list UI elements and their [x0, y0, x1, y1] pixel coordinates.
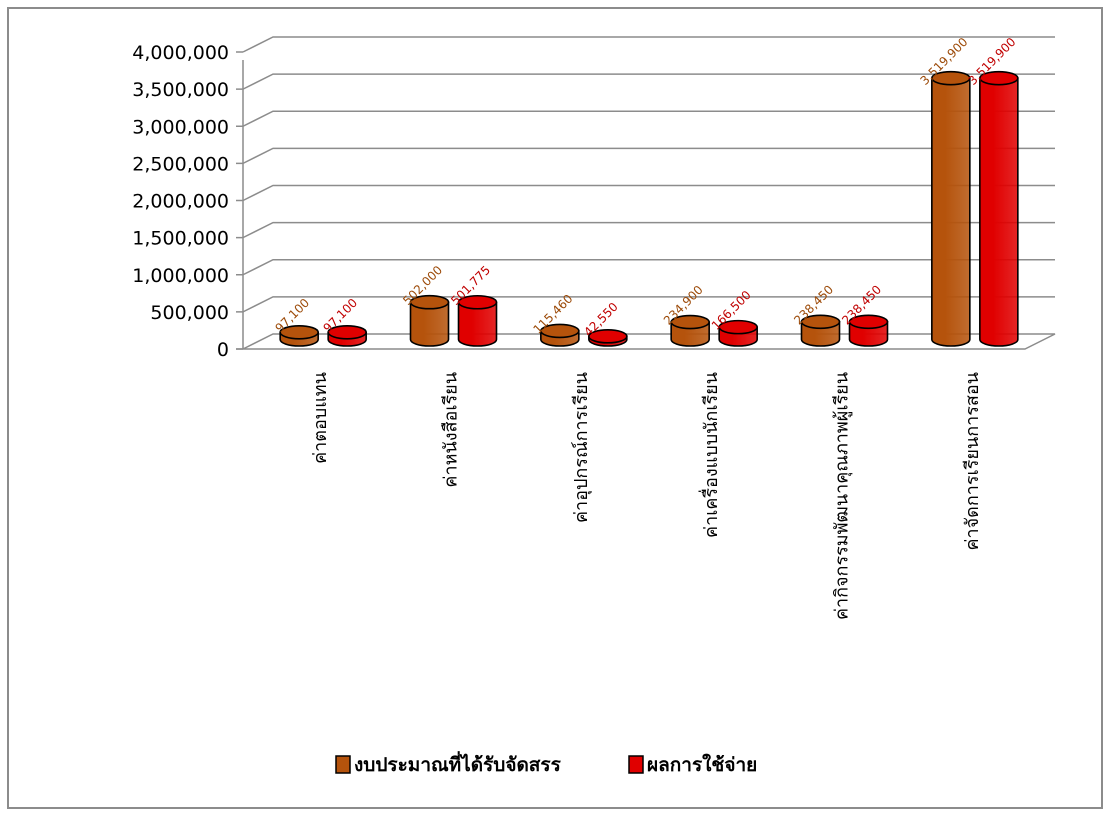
gridline [242, 147, 1055, 165]
bar [979, 70, 1019, 347]
gridline [242, 259, 1055, 276]
bar [588, 329, 628, 347]
chart-frame [7, 7, 1103, 809]
y-tick-label: 500,000 [150, 302, 229, 324]
legend: งบประมาณที่ได้รับจัดสรร ผลการใช้จ่าย [335, 751, 757, 776]
gridline [242, 184, 1055, 202]
bar [848, 314, 889, 347]
bar-top [279, 324, 319, 340]
gridline [242, 73, 1055, 90]
x-axis-categories: ค่าตอบแทน ค่าหนังสือเรียน ค่าอุปกรณ์การเรี… [310, 372, 983, 620]
legend-swatch [335, 755, 351, 774]
bar-top [540, 323, 580, 339]
y-tick-label: 1,500,000 [132, 228, 229, 250]
bar [457, 294, 498, 347]
bar [540, 323, 580, 347]
legend-item: ผลการใช้จ่าย [628, 753, 757, 776]
bar [327, 324, 367, 347]
bar-top [979, 70, 1019, 86]
bar-top [800, 314, 841, 330]
y-tick-label: 0 [217, 339, 229, 361]
bars [279, 70, 1019, 347]
legend-swatch [628, 755, 644, 774]
x-category-label: ค่าเครื่องแบบนักเรียน [698, 372, 722, 538]
gridline [242, 36, 1055, 53]
bar-top [457, 294, 498, 310]
x-category-label: ค่าจัดการเรียนการสอน [962, 372, 983, 551]
legend-item: งบประมาณที่ได้รับจัดสรร [335, 751, 562, 776]
bar-body [931, 77, 971, 347]
floor [242, 333, 1056, 350]
bar-top [848, 314, 889, 330]
x-category-label: ค่าอุปกรณ์การเรียน [571, 372, 592, 523]
bar-top [931, 70, 971, 86]
bar-body [409, 301, 450, 347]
y-axis-ticks: 0 500,000 1,000,000 1,500,000 2,000,000 2,500… [132, 42, 229, 361]
y-tick-label: 2,500,000 [132, 153, 229, 175]
y-tick-label: 3,000,000 [132, 116, 229, 138]
bar-top [588, 329, 628, 344]
y-tick-label: 1,000,000 [132, 265, 229, 287]
bar-top [670, 314, 710, 330]
x-category-label: ค่าหนังสือเรียน [441, 372, 462, 488]
x-category-label: ค่ากิจกรรมพัฒนาคุณภาพผู้เรียน [832, 372, 853, 620]
legend-label: ผลการใช้จ่าย [647, 753, 757, 776]
gridline [242, 110, 1055, 127]
bar-top [409, 294, 450, 310]
y-tick-label: 3,500,000 [132, 79, 229, 101]
y-tick-label: 4,000,000 [132, 42, 229, 64]
gridline [242, 221, 1055, 239]
bar-body [457, 301, 498, 347]
bar [670, 314, 710, 347]
legend-label: งบประมาณที่ได้รับจัดสรร [354, 751, 562, 776]
gridline [242, 296, 1055, 313]
bar [279, 324, 319, 347]
bar [409, 294, 450, 347]
bar-body [979, 77, 1019, 347]
y-tick-label: 2,000,000 [132, 191, 229, 213]
bar [718, 319, 758, 347]
bar-top [718, 319, 758, 335]
bar [800, 314, 841, 347]
bar-top [327, 324, 367, 340]
bar [931, 70, 971, 347]
gridlines [236, 36, 1055, 350]
x-category-label: ค่าตอบแทน [310, 372, 331, 464]
